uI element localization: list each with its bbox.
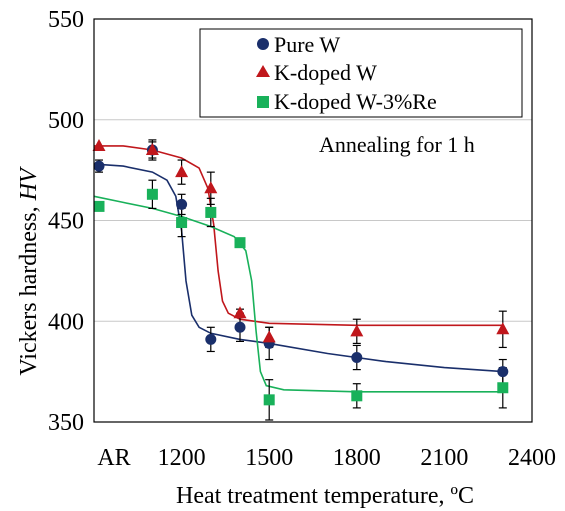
y-axis-title: Vickers hardness, HV (16, 166, 42, 376)
legend-label-k-doped-w: K-doped W (274, 60, 377, 85)
legend-label-pure-w: Pure W (274, 32, 340, 57)
point-pure-w (205, 333, 217, 345)
point-k-doped-w (204, 181, 218, 194)
point-k-doped-w (92, 138, 106, 151)
point-k-doped-w-3-re (146, 188, 158, 200)
x-tick-label: 2400 (508, 445, 556, 471)
point-k-doped-w-3-re (497, 382, 509, 394)
legend-marker-pure-w (257, 38, 269, 50)
point-k-doped-w-3-re (234, 237, 246, 249)
point-pure-w (234, 321, 246, 333)
data-markers (92, 138, 510, 406)
point-k-doped-w-3-re (263, 394, 275, 406)
point-k-doped-w (350, 324, 364, 337)
x-axis-title: Heat treatment temperature, ºC (176, 483, 474, 509)
gridlines (94, 119, 532, 322)
x-tick-label: 1200 (158, 445, 206, 471)
point-k-doped-w (145, 142, 159, 155)
point-k-doped-w (496, 322, 510, 335)
x-tick-label: 2100 (420, 445, 468, 471)
x-tick-label: 1800 (333, 445, 381, 471)
legend-marker-k-doped-w (256, 65, 270, 77)
x-tick-labels: AR 1200 1500 1800 2100 2400 (97, 445, 556, 471)
plot-frame (93, 18, 533, 423)
y-tick-label: 550 (48, 7, 84, 33)
error-bars (95, 139, 507, 421)
legend-box (199, 28, 523, 118)
y-tick-label: 400 (48, 309, 84, 335)
y-tick-label: 350 (48, 410, 84, 436)
annotation-text: Annealing for 1 h (319, 132, 475, 157)
x-tick-label: 1500 (245, 445, 293, 471)
point-pure-w (93, 160, 105, 172)
legend-label-k-doped-w-re: K-doped W-3%Re (274, 89, 437, 114)
point-k-doped-w (233, 306, 247, 319)
point-k-doped-w (262, 330, 276, 343)
point-k-doped-w-3-re (351, 390, 363, 402)
legend-marker-k-doped-w-re (257, 96, 269, 108)
point-k-doped-w-3-re (176, 217, 188, 229)
fit-curve-k-doped-w-3-re (93, 195, 503, 393)
point-k-doped-w-3-re (205, 206, 217, 218)
point-pure-w (351, 352, 363, 364)
point-pure-w (497, 366, 509, 378)
point-k-doped-w-3-re (93, 200, 105, 212)
y-tick-label: 500 (48, 108, 84, 134)
point-pure-w (176, 198, 188, 210)
legend: Pure W K-doped W K-doped W-3%Re (199, 28, 523, 118)
fit-curves (93, 145, 503, 393)
x-tick-label: AR (97, 445, 130, 471)
y-tick-label: 450 (48, 209, 84, 235)
y-tick-labels: 350 400 450 500 550 (48, 7, 84, 436)
point-k-doped-w (175, 165, 189, 178)
